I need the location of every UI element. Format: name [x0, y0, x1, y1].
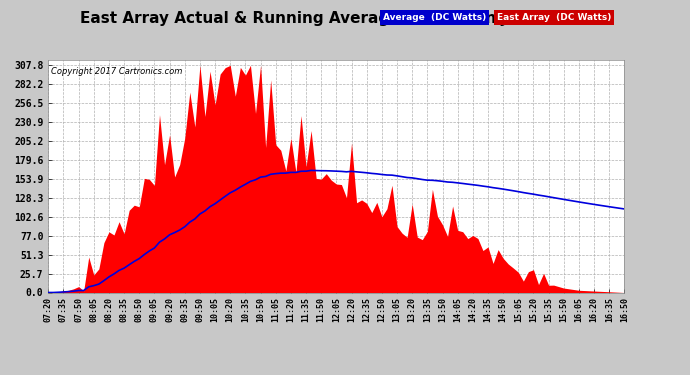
Text: East Array  (DC Watts): East Array (DC Watts) — [497, 13, 611, 22]
Text: Average  (DC Watts): Average (DC Watts) — [383, 13, 486, 22]
Text: East Array Actual & Running Average Power Sun Jan 29 16:58: East Array Actual & Running Average Powe… — [81, 11, 609, 26]
Text: Copyright 2017 Cartronics.com: Copyright 2017 Cartronics.com — [51, 67, 183, 76]
